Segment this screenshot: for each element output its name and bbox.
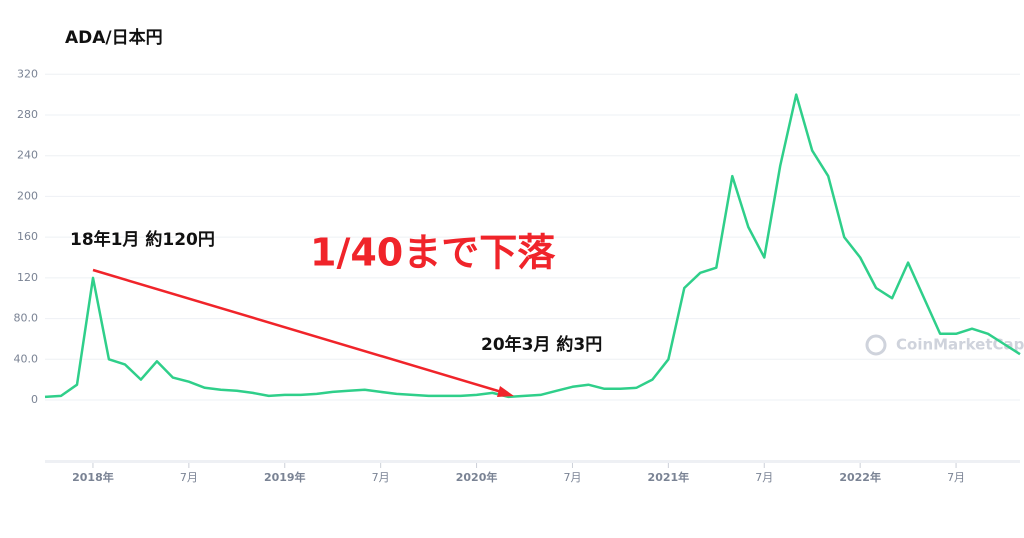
x-tick-label: 2020年: [456, 470, 498, 484]
x-tick-label: 2021年: [648, 470, 690, 484]
y-tick-label: 40.0: [14, 352, 39, 365]
y-tick-label: 0: [31, 393, 38, 406]
x-tick-label: 7月: [947, 471, 965, 484]
x-tick-label: 7月: [180, 471, 198, 484]
price-line: [44, 93, 1021, 399]
y-tick-label: 320: [17, 67, 38, 80]
y-tick-label: 200: [17, 189, 38, 202]
y-tick-label: 280: [17, 108, 38, 121]
x-tick-label: 7月: [563, 471, 581, 484]
y-tick-label: 160: [17, 230, 38, 243]
annotation: 20年3月 約3円: [481, 334, 602, 355]
y-tick-label: 120: [17, 271, 38, 284]
arrow-shaft: [92, 268, 506, 395]
watermark-logo: [865, 334, 887, 356]
annotation-headline: 1/40まで下落: [310, 231, 556, 275]
x-tick-label: 7月: [755, 471, 773, 484]
chart-title: ADA/日本円: [65, 27, 163, 48]
y-tick-label: 240: [17, 149, 38, 162]
x-tick-label: 2019年: [264, 470, 306, 484]
x-tick-label: 7月: [372, 471, 390, 484]
x-axis-band: [45, 460, 1020, 463]
arrow-head: [497, 386, 514, 397]
x-tick-label: 2018年: [72, 470, 114, 484]
watermark: CoinMarketCap: [896, 336, 1024, 354]
annotation: 18年1月 約120円: [70, 229, 215, 250]
y-tick-label: 80.0: [14, 312, 39, 325]
x-tick-label: 2022年: [839, 470, 881, 484]
